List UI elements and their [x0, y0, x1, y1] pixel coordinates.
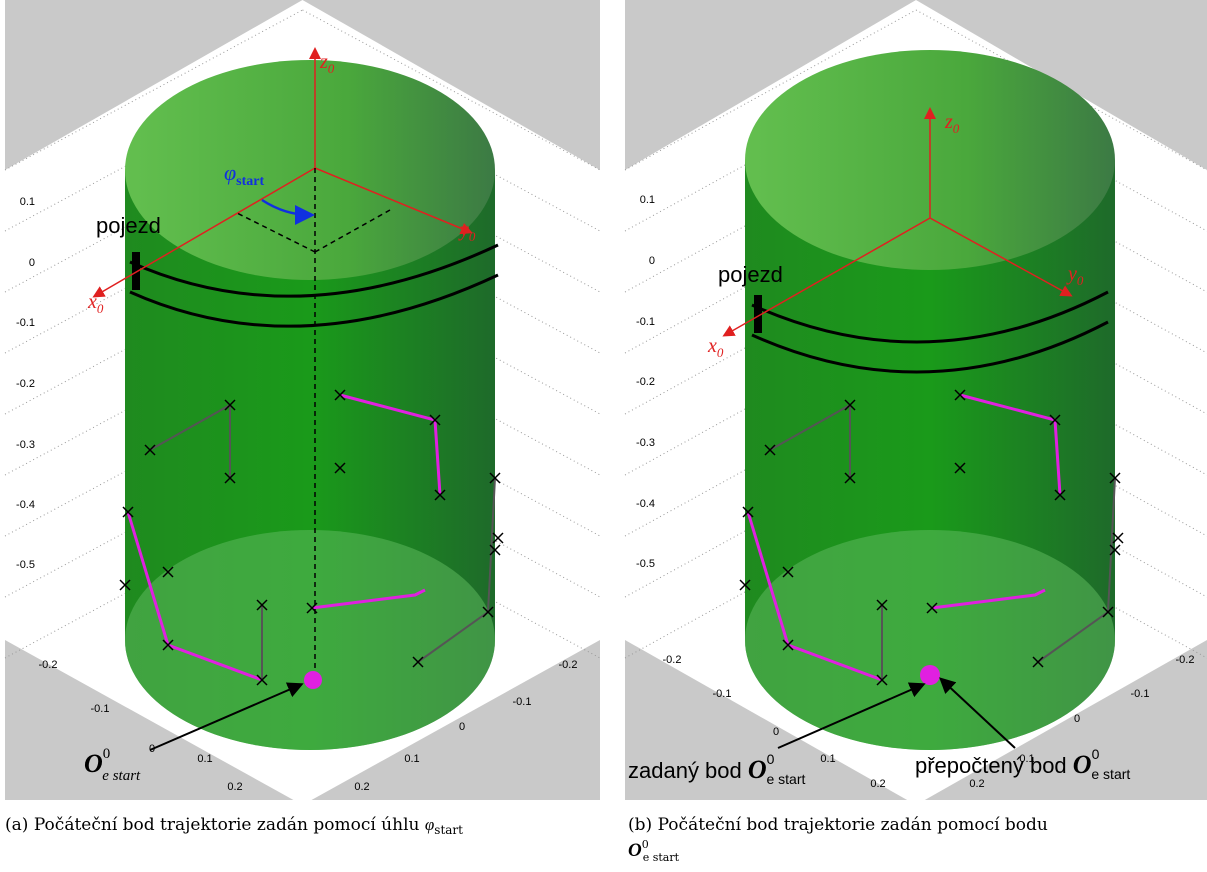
tick-label: 0.2: [354, 781, 369, 793]
tick-label: -0.1: [513, 696, 532, 708]
tick-label: 0.2: [227, 781, 242, 793]
tick-label: -0.2: [1176, 654, 1195, 666]
tick-label: -0.1: [1131, 688, 1150, 700]
tick-label: 0: [1074, 713, 1080, 725]
tick-label: -0.1: [91, 703, 110, 715]
tick-label: -0.2: [663, 654, 682, 666]
tick-label: -0.4: [636, 498, 655, 510]
tick-label: 0: [773, 726, 779, 738]
tick-label: -0.5: [16, 559, 35, 571]
tick-label: 0.2: [969, 778, 984, 790]
tick-label: -0.1: [713, 688, 732, 700]
caption-b-math: O0e start: [628, 838, 680, 864]
tick-label: 0.1: [820, 753, 835, 765]
tick-label: 0.1: [197, 753, 212, 765]
tick-label: 0.1: [20, 196, 35, 208]
panel: 0.1 0 -0.1 -0.2 -0.3 -0.4 -0.5 -0.2 -0.1 0 0.1 0.2 -…: [625, 0, 1207, 805]
caption-a: (a) Počáteční bod trajektorie zadán pomo…: [5, 815, 463, 837]
cylinder-bottom: [125, 530, 495, 750]
tick-label: -0.2: [39, 659, 58, 671]
panel: 0.1 0 -0.1 -0.2 -0.3 -0.4 -0.5 -0.2 -0.1 0 0.1 0.2 -…: [5, 0, 600, 805]
pojezd-label: pojezd: [96, 213, 161, 238]
tick-label: -0.3: [16, 439, 35, 451]
tick-label: -0.2: [636, 376, 655, 388]
caption-b: (b) Počáteční bod trajektorie zadán pomo…: [628, 815, 1048, 835]
tick-label: -0.4: [16, 499, 35, 511]
tick-label: -0.1: [636, 316, 655, 328]
start-point: [920, 665, 940, 685]
tick-label: -0.2: [559, 659, 578, 671]
figure: 0.1 0 -0.1 -0.2 -0.3 -0.4 -0.5 -0.2 -0.1 0 0.1 0.2 -…: [0, 0, 1207, 872]
tick-label: 0: [649, 255, 655, 267]
tick-label: -0.1: [16, 317, 35, 329]
page: 0.1 0 -0.1 -0.2 -0.3 -0.4 -0.5 -0.2 -0.1 0 0.1 0.2 -…: [0, 0, 1207, 872]
tick-label: -0.5: [636, 558, 655, 570]
start-point: [304, 671, 322, 689]
tick-label: 0.1: [404, 753, 419, 765]
tick-label: 0: [29, 257, 35, 269]
tick-label: -0.3: [636, 437, 655, 449]
pojezd-label: pojezd: [718, 262, 783, 287]
tick-label: 0.1: [640, 194, 655, 206]
tick-label: 0.2: [870, 778, 885, 790]
tick-label: 0: [459, 721, 465, 733]
cylinder-bottom: [745, 530, 1115, 750]
tick-label: -0.2: [16, 378, 35, 390]
